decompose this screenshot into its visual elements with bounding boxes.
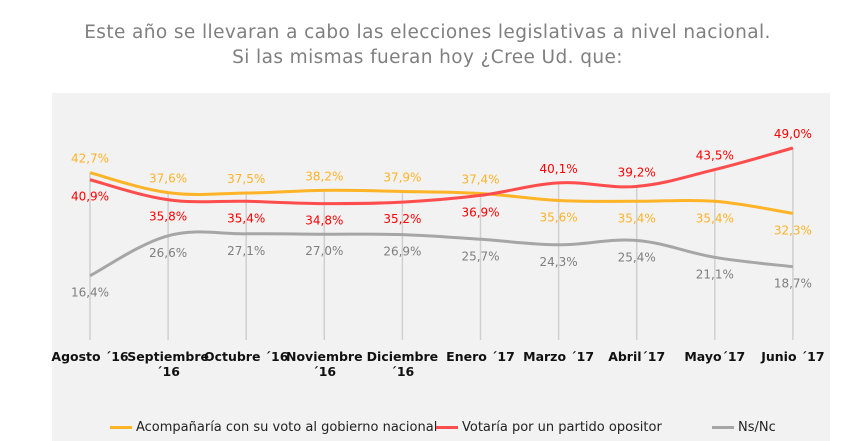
x-tick-label: ´16 — [156, 364, 180, 379]
legend-swatch — [436, 426, 458, 429]
x-tick-label: Noviembre — [286, 349, 363, 364]
legend-item-opositor: Votaría por un partido opositor — [436, 420, 662, 435]
legend-label: Acompañaría con su voto al gobierno naci… — [136, 420, 438, 435]
data-label: 25,7% — [461, 249, 499, 263]
data-label: 25,4% — [618, 250, 656, 264]
chart-title-line-1: Este año se llevaran a cabo las eleccion… — [84, 22, 771, 43]
data-label: 35,4% — [618, 211, 656, 225]
data-label: 43,5% — [696, 149, 734, 163]
data-label: 26,9% — [383, 245, 421, 259]
data-label: 35,8% — [149, 210, 187, 224]
data-label: 34,8% — [305, 214, 343, 228]
x-tick-label: ´16 — [312, 364, 336, 379]
data-label: 36,9% — [461, 205, 499, 219]
series-line — [89, 230, 794, 278]
data-label: 35,2% — [383, 212, 421, 226]
data-label: 26,6% — [149, 246, 187, 260]
data-label: 42,7% — [71, 152, 109, 166]
data-label: 37,6% — [149, 172, 187, 186]
chart-area — [52, 93, 830, 441]
data-label: 27,1% — [227, 244, 265, 258]
x-tick-label: Septiembre — [127, 349, 209, 364]
x-tick-label: Octubre ´16 — [204, 349, 289, 364]
legend-swatch — [712, 426, 734, 429]
data-label: 39,2% — [618, 165, 656, 179]
data-label: 35,4% — [227, 211, 265, 225]
data-label: 38,2% — [305, 169, 343, 183]
data-label: 35,6% — [540, 211, 578, 225]
data-label: 24,3% — [540, 255, 578, 269]
data-label: 32,3% — [774, 223, 812, 237]
legend-label: Votaría por un partido opositor — [462, 420, 662, 435]
data-label: 16,4% — [71, 286, 109, 300]
chart-title-line-2: Si las mismas fueran hoy ¿Cree Ud. que: — [232, 47, 623, 68]
data-label: 37,4% — [461, 172, 499, 186]
x-tick-label: Abril´17 — [608, 349, 665, 364]
x-tick-label: Diciembre — [367, 349, 438, 364]
x-tick-label: Marzo ´17 — [523, 349, 594, 364]
x-tick-label: Mayo´17 — [684, 349, 745, 364]
data-label: 37,9% — [383, 170, 421, 184]
legend-label: Ns/Nc — [738, 420, 776, 435]
legend-swatch — [110, 426, 132, 429]
data-label: 37,5% — [227, 172, 265, 186]
data-label: 18,7% — [774, 277, 812, 291]
data-label: 21,1% — [696, 267, 734, 281]
data-label: 27,0% — [305, 244, 343, 258]
legend-item-gobierno: Acompañaría con su voto al gobierno naci… — [110, 420, 437, 435]
legend-item-nsnc: Ns/Nc — [712, 420, 776, 435]
x-tick-label: ´16 — [391, 364, 415, 379]
data-label: 35,4% — [696, 211, 734, 225]
series-line — [89, 171, 794, 215]
data-label: 49,0% — [774, 127, 812, 141]
data-label: 40,9% — [71, 190, 109, 204]
x-tick-label: Enero ´17 — [446, 349, 515, 364]
x-tick-label: Junio ´17 — [760, 349, 824, 364]
series-line — [89, 146, 794, 206]
x-tick-label: Agosto ´16 — [51, 349, 129, 364]
data-label: 40,1% — [540, 162, 578, 176]
